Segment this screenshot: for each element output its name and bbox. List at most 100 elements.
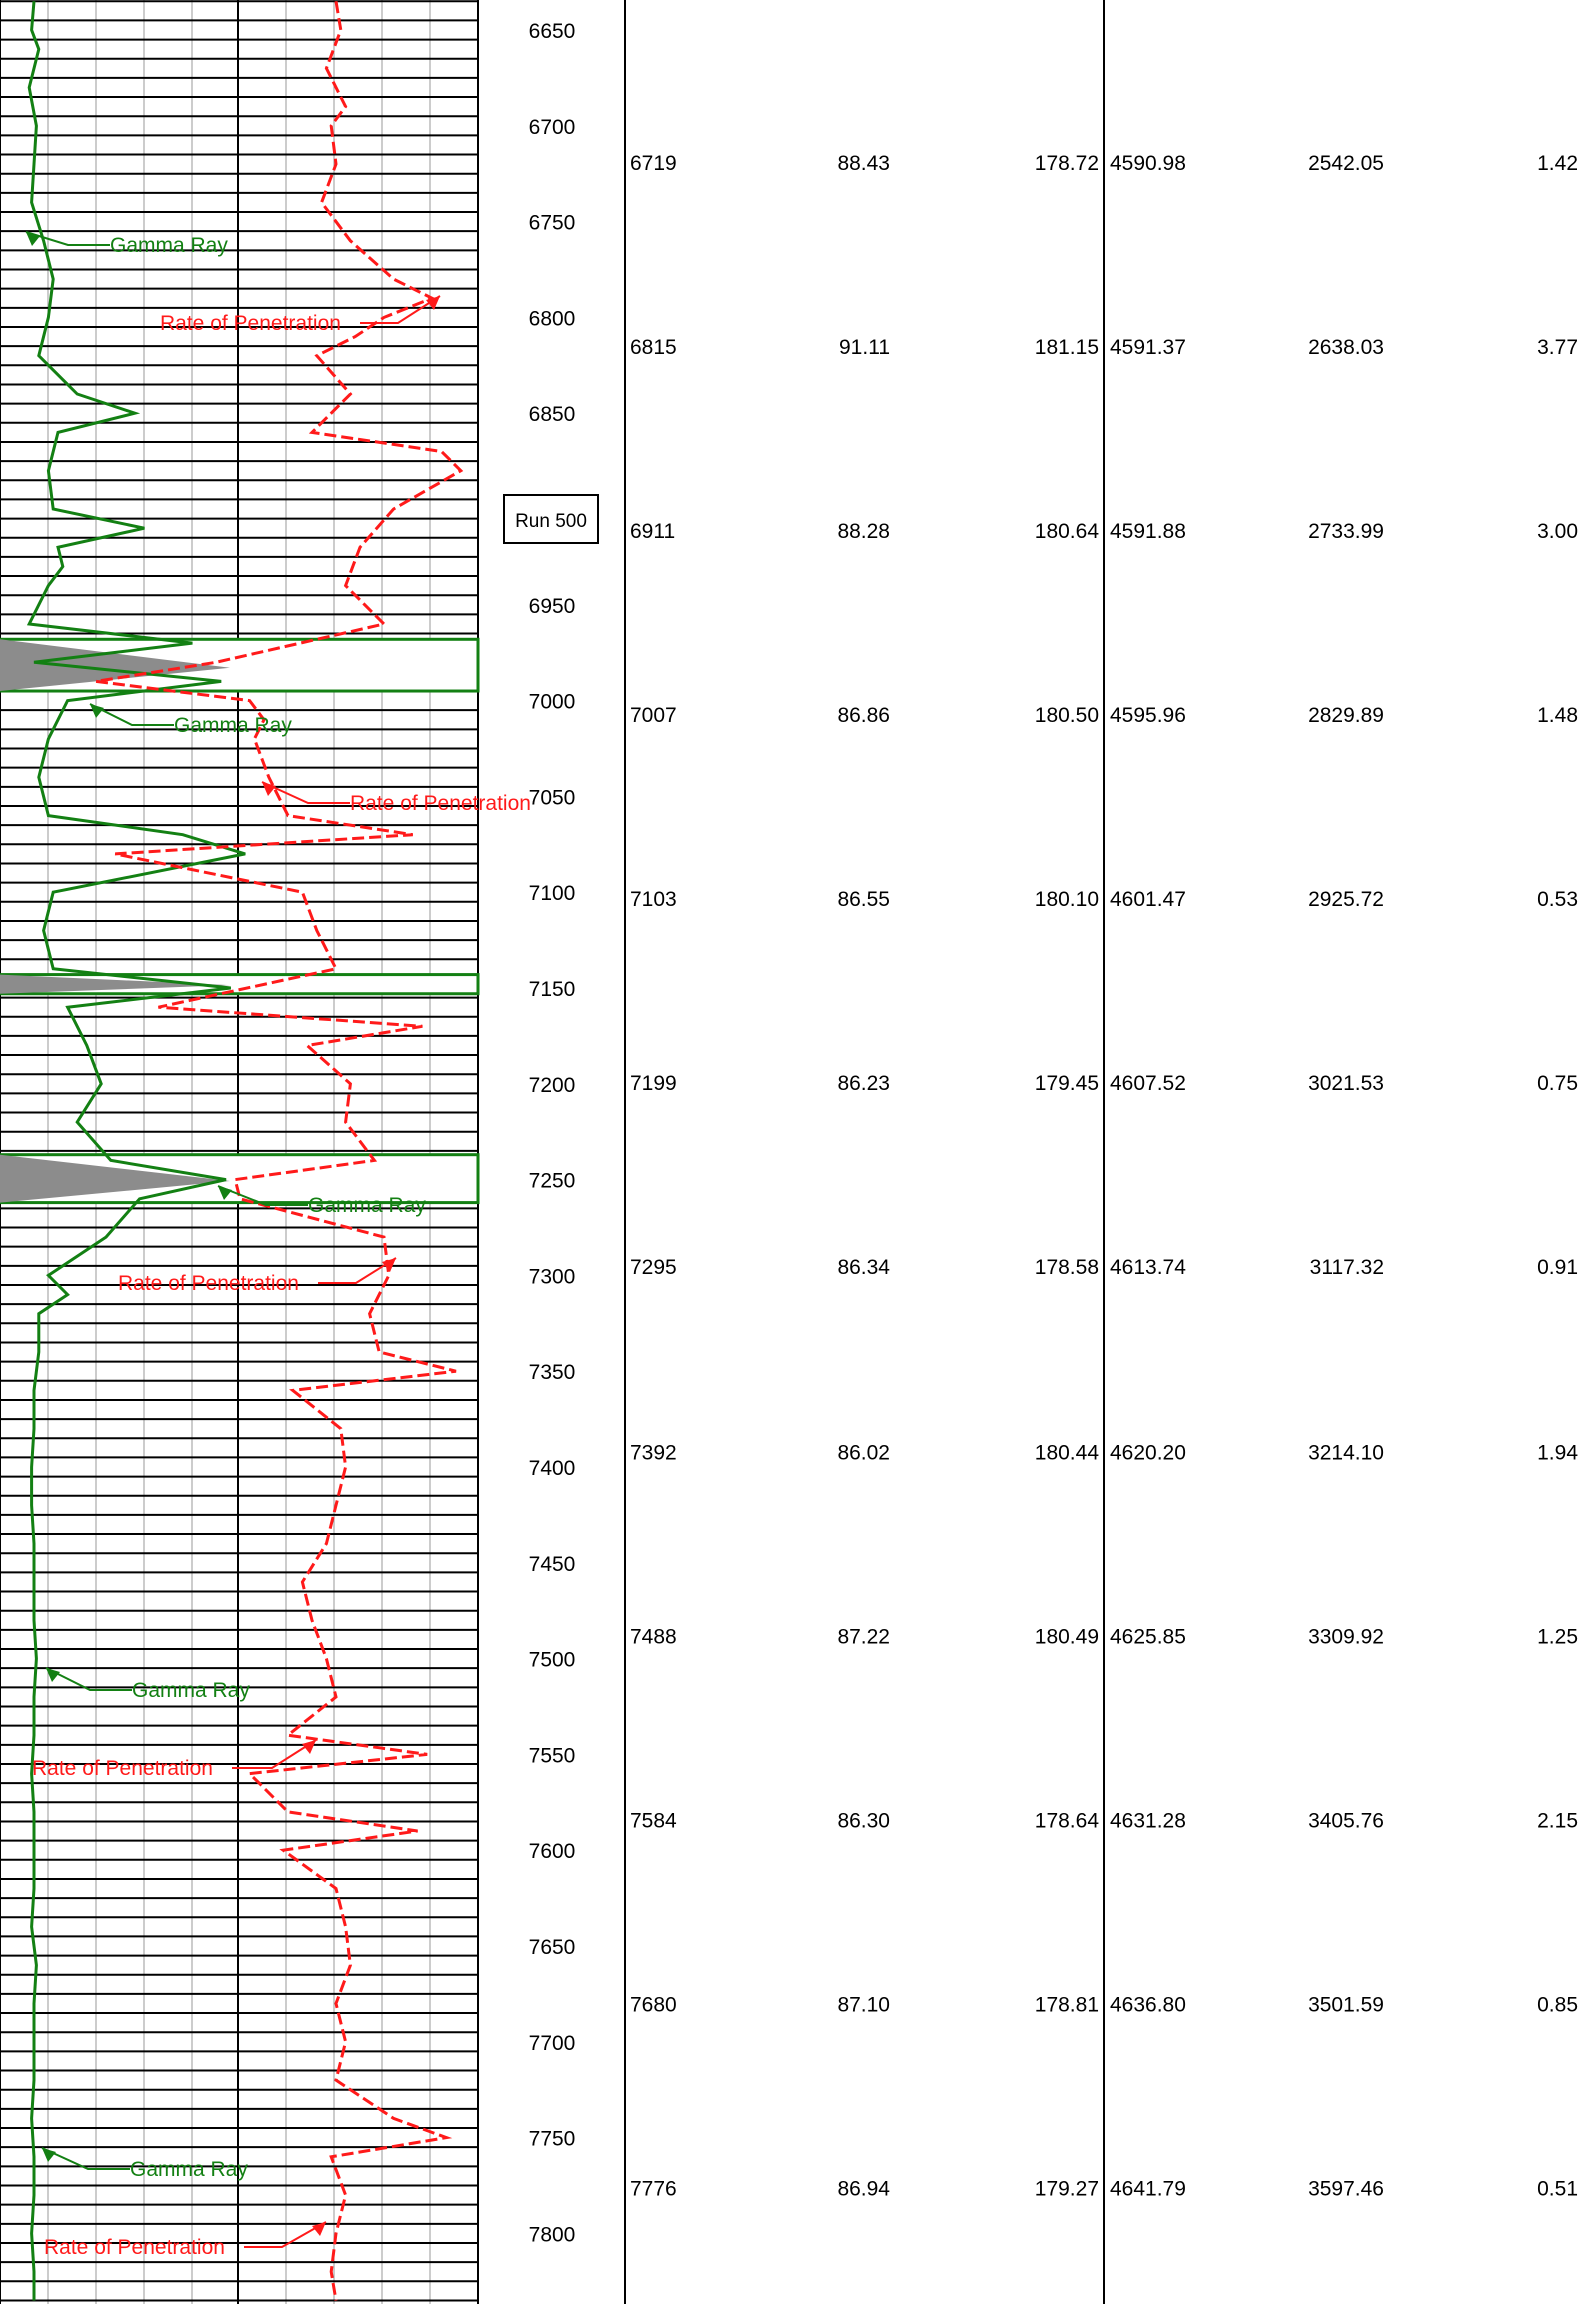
table-row: 7103 86.55 180.10 4601.47 2925.72 0.53: [630, 888, 1578, 911]
table-cell: 7488: [630, 1626, 677, 1649]
depth-label: 7750: [529, 2128, 576, 2151]
depth-label: 7450: [529, 1553, 576, 1576]
table-cell: 87.22: [837, 1626, 890, 1649]
table-cell: 4601.47: [1110, 888, 1186, 911]
depth-label: 6650: [529, 20, 576, 43]
table-cell: 4595.96: [1110, 704, 1186, 727]
table-cell: 3.00: [1537, 520, 1578, 543]
table-cell: 1.25: [1537, 1626, 1578, 1649]
callout-leader-line: [360, 295, 441, 324]
depth-label: 6800: [529, 307, 576, 330]
table-row: 7680 87.10 178.81 4636.80 3501.59 0.85: [630, 1993, 1578, 2016]
table-cell: 86.55: [837, 888, 890, 911]
table-cell: 0.75: [1537, 1072, 1578, 1095]
callout-label: Rate of Penetration: [32, 1757, 213, 1780]
callout-label: Rate of Penetration: [350, 792, 531, 815]
rop-callout: Rate of Penetration: [118, 1257, 397, 1295]
shaded-interval-fill: [0, 639, 230, 692]
depth-label: 7700: [529, 2032, 576, 2055]
table-cell: 91.11: [839, 336, 890, 359]
rop-callout: Rate of Penetration: [160, 295, 441, 335]
table-cell: 178.81: [1035, 1993, 1099, 2016]
callout-leader-line: [45, 1667, 132, 1691]
table-cell: 3117.32: [1310, 1256, 1384, 1279]
callout-arrowhead: [262, 782, 276, 796]
table-cell: 180.10: [1035, 888, 1099, 911]
depth-label: 7100: [529, 882, 576, 905]
gamma-ray-callout: Gamma Ray: [41, 2147, 248, 2181]
table-cell: 181.15: [1035, 336, 1099, 359]
table-cell: 180.44: [1035, 1442, 1100, 1465]
table-cell: 6719: [630, 152, 677, 175]
table-cell: 2638.03: [1308, 336, 1384, 359]
table-cell: 88.43: [837, 152, 890, 175]
table-cell: 88.28: [837, 520, 890, 543]
gamma-ray-callout: Gamma Ray: [217, 1185, 426, 1217]
table-cell: 4591.37: [1110, 336, 1186, 359]
table-row: 7007 86.86 180.50 4595.96 2829.89 1.48: [630, 704, 1578, 727]
callout-label: Gamma Ray: [174, 714, 292, 737]
depth-label: 7250: [529, 1170, 576, 1193]
shaded-interval-fill: [0, 1154, 230, 1203]
table-cell: 7776: [630, 2177, 677, 2200]
table-cell: 7007: [630, 704, 677, 727]
callout-arrowhead: [302, 1740, 316, 1754]
log-track-grid: [0, 0, 1105, 2304]
table-cell: 7392: [630, 1442, 677, 1465]
table-cell: 3309.92: [1308, 1626, 1384, 1649]
table-cell: 179.45: [1035, 1072, 1099, 1095]
table-cell: 180.50: [1035, 704, 1099, 727]
callout-label: Gamma Ray: [130, 2158, 248, 2181]
table-row: 7295 86.34 178.58 4613.74 3117.32 0.91: [630, 1256, 1578, 1279]
table-cell: 178.58: [1035, 1256, 1099, 1279]
table-cell: 0.91: [1537, 1256, 1578, 1279]
table-cell: 2829.89: [1308, 704, 1384, 727]
depth-label: 7200: [529, 1074, 576, 1097]
table-cell: 7680: [630, 1993, 677, 2016]
callout-label: Rate of Penetration: [160, 312, 341, 335]
depth-label: 7650: [529, 1936, 576, 1959]
table-cell: 3.77: [1537, 336, 1578, 359]
table-cell: 4620.20: [1110, 1442, 1186, 1465]
table-cell: 86.02: [837, 1442, 890, 1465]
table-cell: 178.72: [1035, 152, 1099, 175]
table-cell: 3021.53: [1308, 1072, 1384, 1095]
table-cell: 7199: [630, 1072, 677, 1095]
callout-arrowhead: [90, 704, 104, 718]
table-row: 7776 86.94 179.27 4641.79 3597.46 0.51: [630, 2177, 1578, 2200]
table-cell: 86.86: [837, 704, 890, 727]
depth-label: 7300: [529, 1265, 576, 1288]
table-cell: 180.64: [1035, 520, 1100, 543]
table-cell: 3405.76: [1308, 1810, 1384, 1833]
table-row: 7488 87.22 180.49 4625.85 3309.92 1.25: [630, 1626, 1578, 1649]
table-cell: 2.15: [1537, 1810, 1578, 1833]
depth-label: 7400: [529, 1457, 576, 1480]
table-cell: 0.51: [1537, 2177, 1578, 2200]
table-cell: 3214.10: [1308, 1442, 1384, 1465]
shaded-interval-fill: [0, 974, 230, 994]
table-cell: 86.94: [837, 2177, 890, 2200]
table-cell: 86.30: [837, 1810, 890, 1833]
depth-label: 7350: [529, 1361, 576, 1384]
callout-leader-line: [217, 1185, 308, 1206]
callout-label: Rate of Penetration: [118, 1272, 299, 1295]
depth-axis: 6650 6700 6750 6800 6850 6950 7000 7050 7100 7150…: [529, 20, 576, 2246]
table-cell: 180.49: [1035, 1626, 1099, 1649]
table-cell: 4625.85: [1110, 1626, 1186, 1649]
gamma-ray-callout: Gamma Ray: [89, 703, 292, 737]
table-cell: 1.94: [1537, 1442, 1578, 1465]
table-cell: 4591.88: [1110, 520, 1186, 543]
depth-label: 7500: [529, 1649, 576, 1672]
gamma-ray-callout: Gamma Ray: [45, 1667, 250, 1702]
run-label-box: Run 500: [503, 494, 599, 544]
depth-label: 6850: [529, 403, 576, 426]
depth-label: 6700: [529, 116, 576, 139]
depth-label: 6750: [529, 212, 576, 235]
rop-callout: Rate of Penetration: [32, 1739, 317, 1780]
table-cell: 1.42: [1537, 152, 1578, 175]
rop-callout: Rate of Penetration: [44, 2221, 327, 2259]
table-cell: 4631.28: [1110, 1810, 1186, 1833]
table-cell: 3501.59: [1308, 1993, 1384, 2016]
callout-arrowhead: [382, 1258, 396, 1272]
